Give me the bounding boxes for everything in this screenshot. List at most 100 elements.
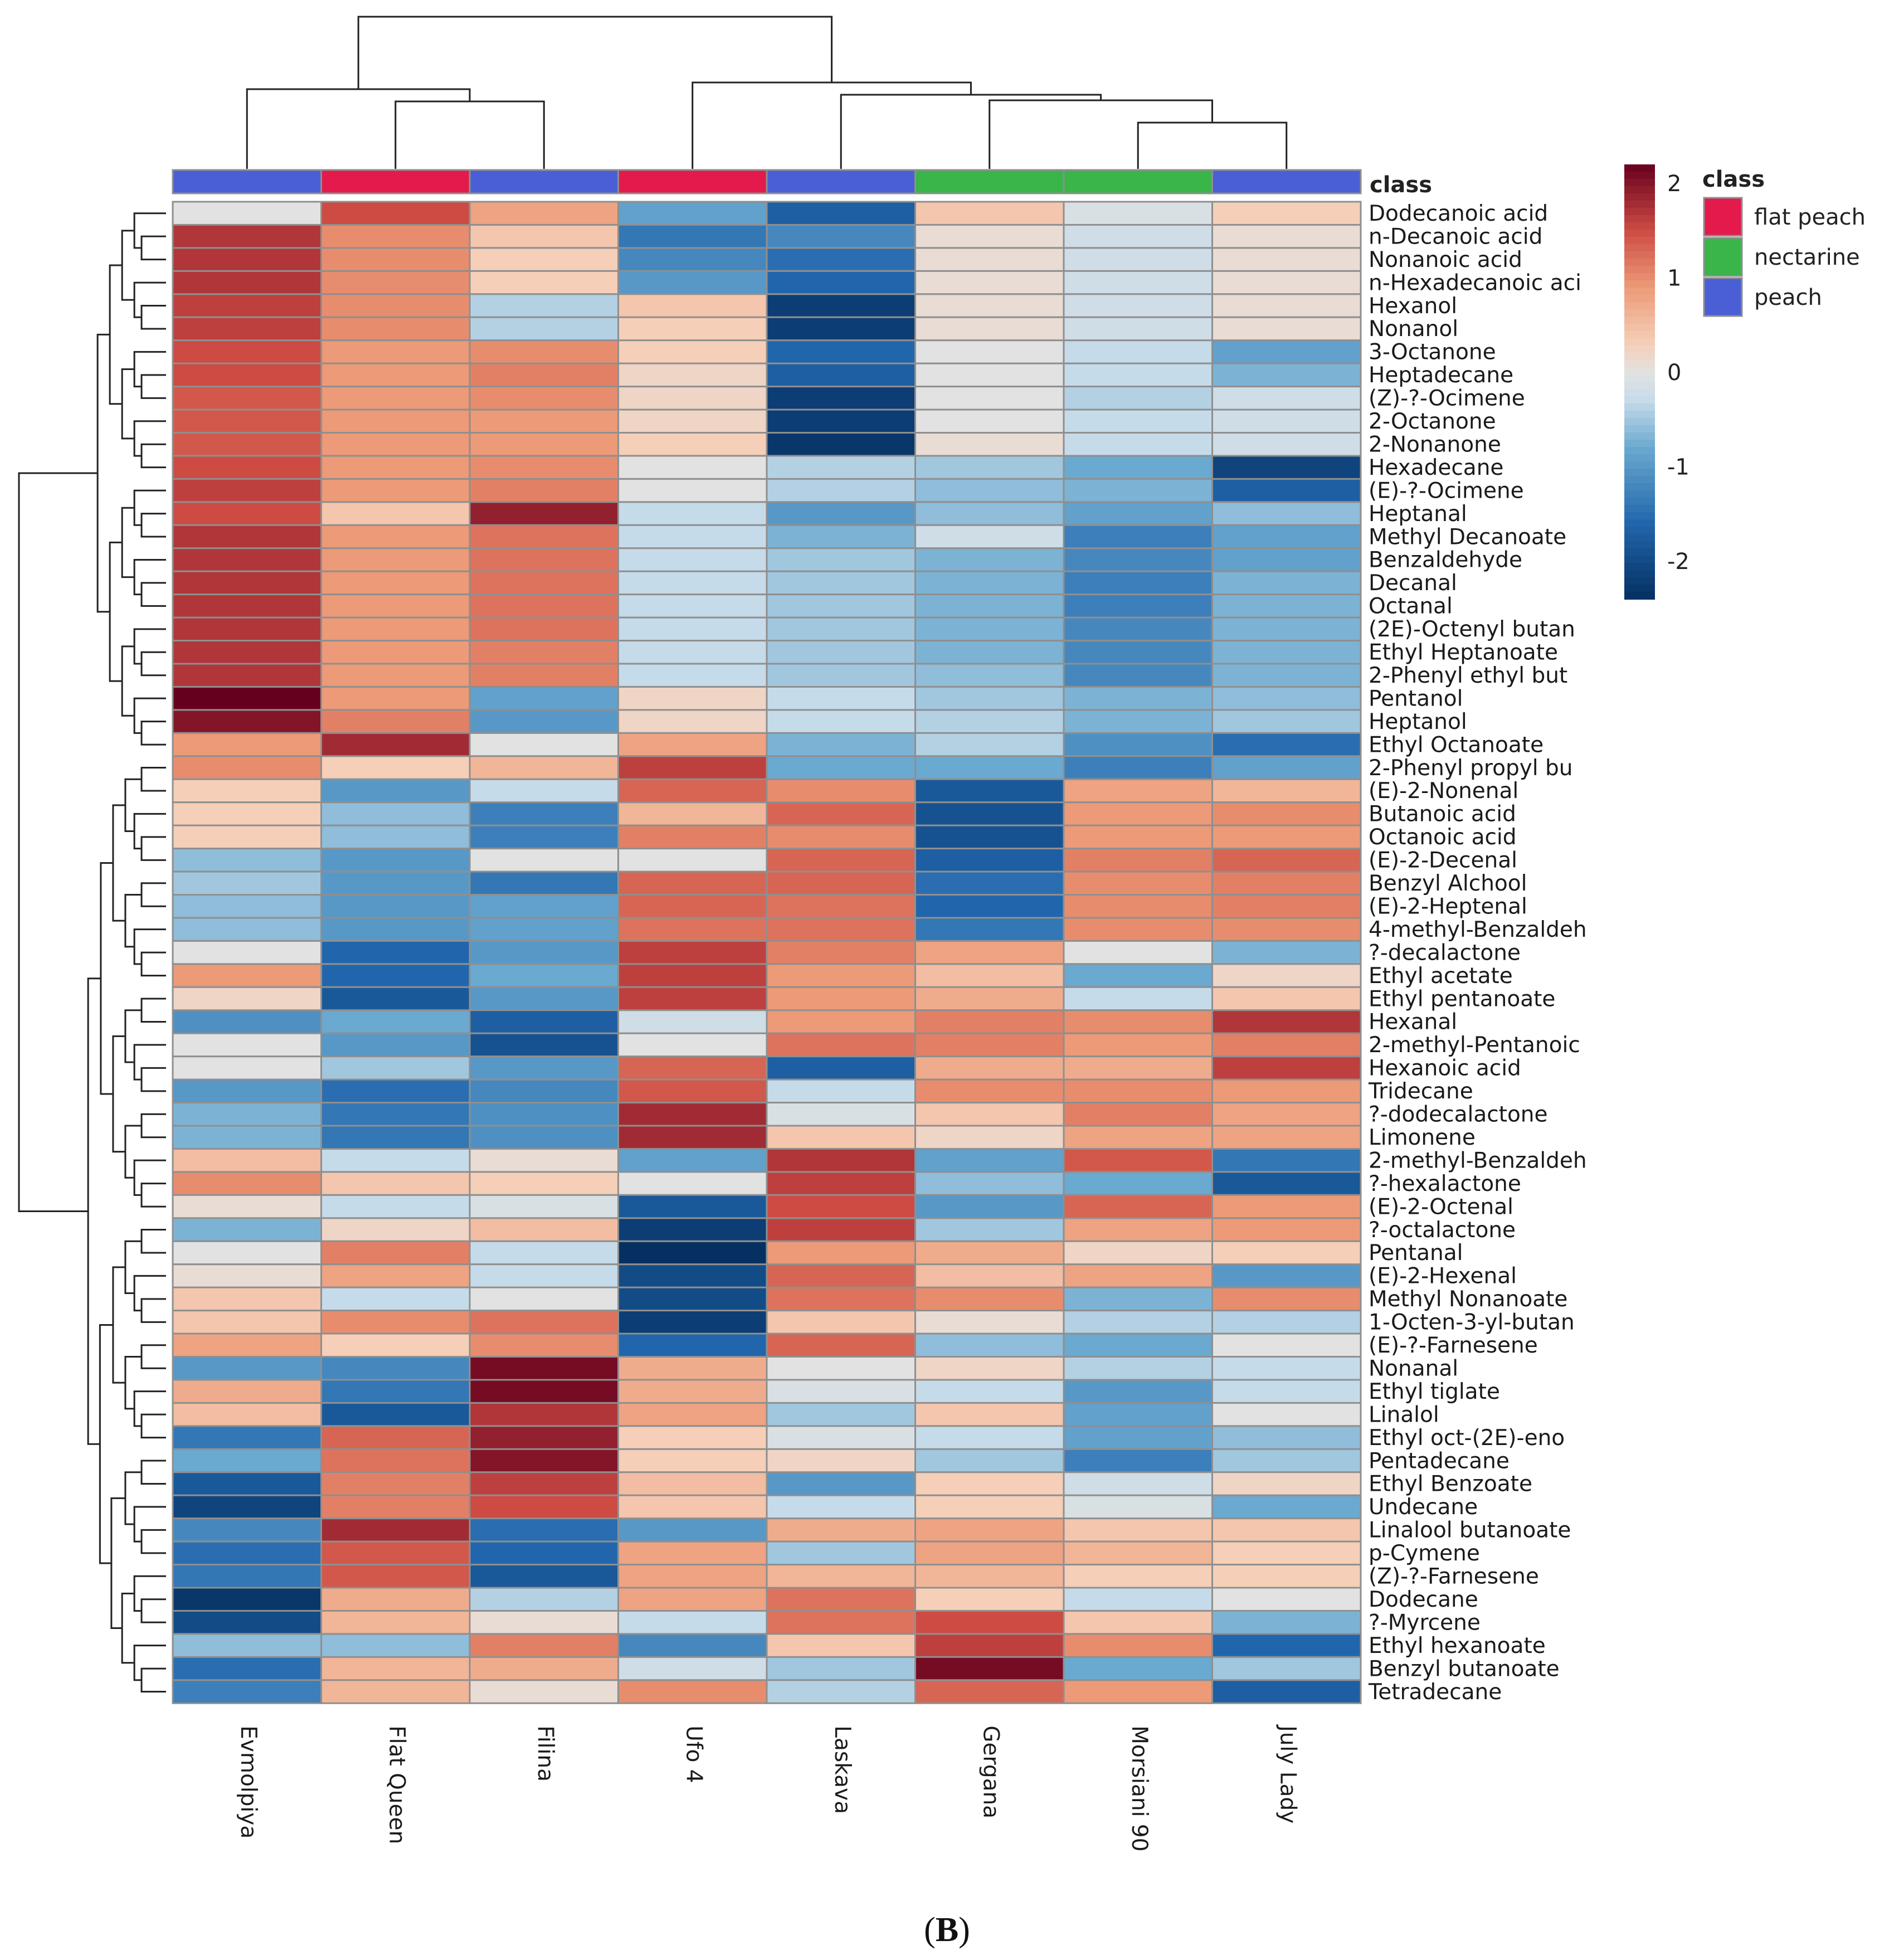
heatmap-cell <box>617 1402 768 1427</box>
color-scale-legend: 2 1 0 -1 -2 <box>1624 164 1689 600</box>
dendrogram-branch <box>124 894 142 948</box>
dendrogram-branch <box>140 998 166 1023</box>
heatmap-cell <box>172 1286 322 1312</box>
heatmap-cell <box>1063 732 1213 757</box>
dendrogram-branch <box>133 420 166 457</box>
heatmap-cell <box>914 1679 1065 1704</box>
heatmap-cell <box>1211 1402 1362 1427</box>
heatmap-cell <box>1063 1425 1213 1450</box>
heatmap-cell <box>1063 709 1213 734</box>
dendrogram-branch <box>133 928 166 965</box>
color-scale-swatch <box>1624 548 1655 556</box>
heatmap-cell <box>469 870 619 896</box>
heatmap-cell <box>1211 339 1362 364</box>
row-label: Ethyl pentanoate <box>1369 986 1555 1011</box>
heatmap-cell <box>617 1194 768 1219</box>
heatmap-cell <box>320 223 471 249</box>
dendrogram-branch <box>140 235 166 261</box>
heatmap-cell <box>172 1518 322 1543</box>
column-label: Morsiani 90 <box>1127 1725 1152 1851</box>
heatmap-cell <box>914 432 1065 457</box>
heatmap-cell <box>469 570 619 596</box>
heatmap-cell <box>320 1633 471 1658</box>
column-label: Laskava <box>830 1725 855 1814</box>
heatmap-cell <box>766 917 916 942</box>
dendrogram-branch <box>100 862 113 1095</box>
heatmap-cell <box>1211 1587 1362 1612</box>
color-scale-swatch <box>1624 244 1655 252</box>
heatmap-cell <box>469 362 619 388</box>
heatmap-cell <box>469 963 619 988</box>
heatmap-cell <box>766 1471 916 1496</box>
row-label: Octanal <box>1369 594 1453 619</box>
row-label: Ethyl Octanoate <box>1369 732 1544 757</box>
heatmap-cell <box>617 1448 768 1473</box>
dendrogram-branch <box>140 882 166 907</box>
heatmap-cell <box>469 801 619 826</box>
heatmap-cell <box>172 1194 322 1219</box>
color-scale-swatch <box>1624 476 1655 484</box>
heatmap-cell <box>320 339 471 364</box>
heatmap-cell <box>766 1286 916 1312</box>
color-scale-swatch <box>1624 527 1655 534</box>
heatmap-cell <box>469 1194 619 1219</box>
heatmap-cell <box>914 1494 1065 1520</box>
row-label: ?-dodecalactone <box>1369 1102 1548 1127</box>
heatmap-cell <box>1063 1286 1213 1312</box>
color-scale-swatch <box>1624 346 1655 353</box>
heatmap-cell <box>1211 432 1362 457</box>
heatmap-cell <box>469 986 619 1011</box>
heatmap-cell <box>766 1332 916 1358</box>
color-scale-swatch <box>1624 317 1655 324</box>
heatmap-cell <box>766 1518 916 1543</box>
heatmap-cell <box>617 894 768 919</box>
heatmap-cell <box>469 594 619 619</box>
heatmap-cell <box>320 1310 471 1335</box>
row-label: Heptanal <box>1369 502 1467 527</box>
heatmap-cell <box>914 1448 1065 1473</box>
heatmap-cell <box>617 755 768 780</box>
row-label: ?-hexalactone <box>1369 1171 1521 1197</box>
heatmap-cell <box>1211 1286 1362 1312</box>
heatmap-cell <box>469 1518 619 1543</box>
color-scale-swatch <box>1624 585 1655 592</box>
heatmap-cell <box>320 1102 471 1127</box>
heatmap-cell <box>1211 1633 1362 1658</box>
heatmap-cell <box>766 1217 916 1242</box>
color-scale-swatch <box>1624 266 1655 274</box>
row-label: (E)-?-Farnesene <box>1369 1333 1538 1358</box>
color-scale-swatch <box>1624 461 1655 469</box>
row-label: (E)-2-Decenal <box>1369 848 1517 873</box>
heatmap-cell <box>172 478 322 503</box>
heatmap-cell <box>617 1056 768 1081</box>
heatmap-cell <box>172 1379 322 1404</box>
heatmap-cell <box>617 640 768 665</box>
row-label: Ethyl hexanoate <box>1369 1633 1546 1659</box>
heatmap-cell <box>1211 478 1362 503</box>
heatmap-cell <box>766 478 916 503</box>
heatmap-cell <box>1063 339 1213 364</box>
heatmap-cell <box>1211 201 1362 226</box>
color-scale-swatch <box>1624 193 1655 201</box>
row-label: Decanal <box>1369 571 1457 596</box>
heatmap-cell <box>1063 917 1213 942</box>
heatmap-cell <box>766 1540 916 1566</box>
heatmap-cell <box>617 594 768 619</box>
heatmap-cell <box>1211 1656 1362 1681</box>
class-annotation-cell <box>172 169 322 194</box>
dendrogram-branch <box>357 16 833 89</box>
heatmap-cell <box>469 547 619 572</box>
heatmap-cell <box>320 755 471 780</box>
heatmap-cell <box>469 663 619 688</box>
heatmap-cell <box>1063 1609 1213 1635</box>
heatmap-cell <box>914 293 1065 318</box>
heatmap-cell <box>1063 293 1213 318</box>
dendrogram-branch <box>133 1390 166 1427</box>
dendrogram-branch <box>112 804 125 922</box>
heatmap-cell <box>914 801 1065 826</box>
heatmap-cell <box>914 894 1065 919</box>
heatmap-cell <box>1211 801 1362 826</box>
heatmap-cell <box>1211 1356 1362 1381</box>
color-scale-swatch <box>1624 179 1655 187</box>
heatmap-cell <box>469 408 619 434</box>
